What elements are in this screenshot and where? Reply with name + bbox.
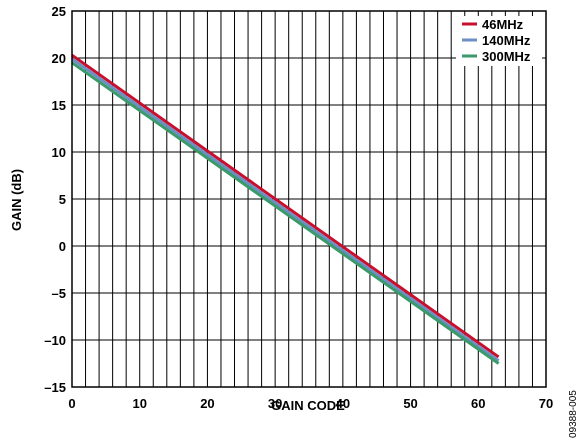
x-tick-label: 60 — [471, 396, 485, 411]
x-tick-label: 30 — [268, 396, 282, 411]
grid-lines — [72, 11, 546, 387]
y-axis-tick-labels: –15 –10 –5 0 5 10 15 20 25 — [44, 4, 66, 395]
x-tick-label: 40 — [336, 396, 350, 411]
legend-label-300MHz: 300MHz — [482, 49, 531, 64]
x-tick-label: 10 — [132, 396, 146, 411]
series-line-46MHz — [71, 53, 500, 359]
series-line-300MHz — [71, 61, 500, 365]
y-tick-label: 20 — [52, 51, 66, 66]
x-tick-label: 70 — [539, 396, 553, 411]
y-tick-label: 15 — [52, 98, 66, 113]
y-axis-title: GAIN (dB) — [9, 169, 24, 231]
x-axis-tick-labels: 0 10 20 30 40 50 60 70 — [68, 396, 553, 411]
x-axis-title: GAIN CODE — [271, 398, 345, 413]
x-tick-label: 0 — [68, 396, 75, 411]
y-tick-label: 10 — [52, 145, 66, 160]
y-tick-label: 25 — [52, 4, 66, 19]
y-tick-label: 0 — [59, 239, 66, 254]
y-tick-label: 5 — [59, 192, 66, 207]
y-tick-label: –10 — [44, 333, 66, 348]
figure-id: 09388-005 — [568, 390, 579, 438]
y-tick-label: –15 — [44, 380, 66, 395]
y-tick-label: –5 — [52, 286, 66, 301]
x-tick-label: 50 — [403, 396, 417, 411]
legend-label-46MHz: 46MHz — [482, 17, 524, 32]
x-tick-label: 20 — [200, 396, 214, 411]
legend-label-140MHz: 140MHz — [482, 33, 531, 48]
series-lines — [71, 53, 500, 365]
plot-area-border — [71, 10, 547, 388]
series-line-140MHz — [71, 57, 500, 362]
